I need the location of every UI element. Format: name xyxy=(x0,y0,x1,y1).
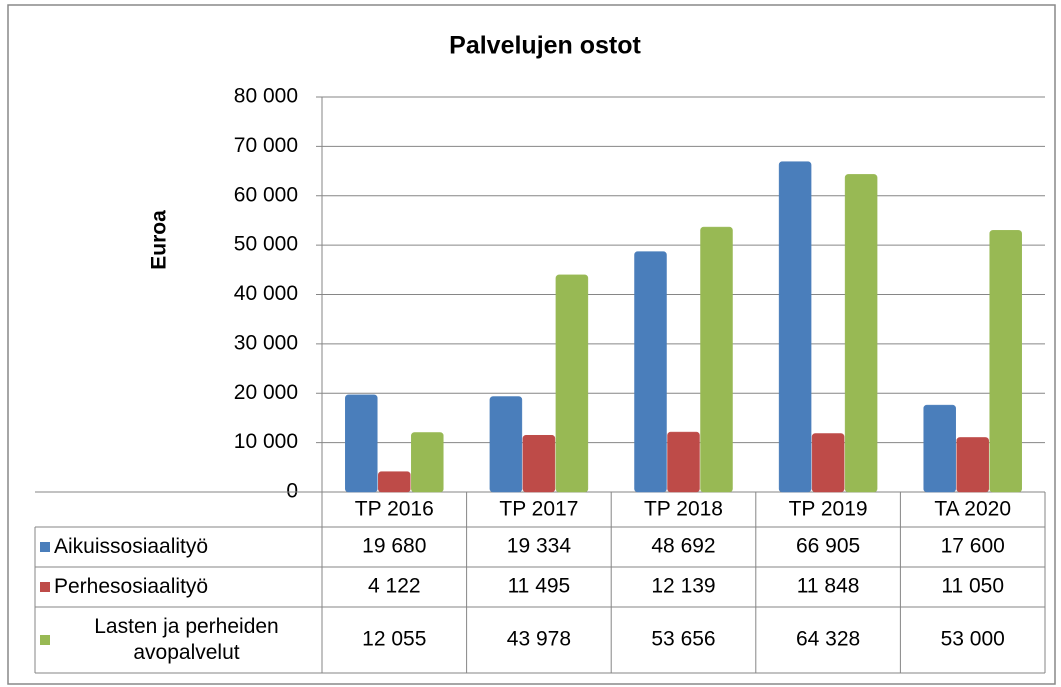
table-value: 53 000 xyxy=(941,628,1005,651)
legend-entry: Perhesosiaalityö xyxy=(40,567,320,607)
y-tick-label: 20 000 xyxy=(234,381,298,404)
x-tick-label: TP 2016 xyxy=(355,498,434,521)
bar xyxy=(778,161,812,493)
bar xyxy=(844,174,878,493)
x-tick-label: TP 2017 xyxy=(499,498,578,521)
bar xyxy=(989,230,1022,493)
table-value: 4 122 xyxy=(368,575,421,598)
legend-label: Perhesosiaalityö xyxy=(54,575,209,598)
table-value: 19 680 xyxy=(362,535,426,558)
legend-entry: Aikuissosiaalityö xyxy=(40,527,320,567)
y-tick-label: 30 000 xyxy=(234,331,298,354)
bar xyxy=(522,434,556,493)
legend-key xyxy=(40,635,50,645)
table-value: 53 656 xyxy=(651,628,715,651)
y-tick-label: 80 000 xyxy=(234,85,298,108)
table-value: 64 328 xyxy=(796,628,860,651)
bar xyxy=(634,251,667,493)
table-value: 48 692 xyxy=(651,535,715,558)
chart-title: Palvelujen ostot xyxy=(449,32,641,60)
y-tick-label: 10 000 xyxy=(234,430,298,453)
bar xyxy=(811,433,845,493)
bar xyxy=(700,226,733,493)
table-value: 11 050 xyxy=(941,575,1004,598)
bar xyxy=(956,437,989,493)
y-tick-label: 40 000 xyxy=(234,282,298,305)
x-tick-label: TP 2018 xyxy=(644,498,723,521)
legend-label: Aikuissosiaalityö xyxy=(54,535,209,558)
legend-label: Lasten ja perheiden avopalvelut xyxy=(94,615,279,664)
legend-key xyxy=(40,582,50,592)
table-value: 12 139 xyxy=(651,575,715,598)
table-value: 66 905 xyxy=(796,535,860,558)
chart-border xyxy=(7,4,1056,685)
y-tick-label: 60 000 xyxy=(234,183,298,206)
table-value: 43 978 xyxy=(507,628,571,651)
bar xyxy=(378,471,411,493)
table-value: 19 334 xyxy=(507,535,572,558)
bar xyxy=(923,404,956,493)
x-tick-label: TP 2019 xyxy=(789,498,868,521)
bar xyxy=(555,274,589,493)
bar xyxy=(667,431,700,493)
bar xyxy=(345,394,378,493)
y-tick-label: 70 000 xyxy=(234,134,298,157)
table-value: 11 848 xyxy=(797,575,860,598)
bar xyxy=(489,396,523,493)
bar xyxy=(411,432,444,493)
y-tick-label: 0 xyxy=(286,480,298,503)
y-axis-label: Euroa xyxy=(148,210,171,270)
legend-entry: Lasten ja perheiden avopalvelut xyxy=(40,607,320,673)
x-tick-label: TA 2020 xyxy=(934,498,1011,521)
y-tick-label: 50 000 xyxy=(234,233,298,256)
table-value: 11 495 xyxy=(508,575,571,598)
table-value: 17 600 xyxy=(941,535,1005,558)
table-value: 12 055 xyxy=(362,628,426,651)
legend-key xyxy=(40,542,50,552)
